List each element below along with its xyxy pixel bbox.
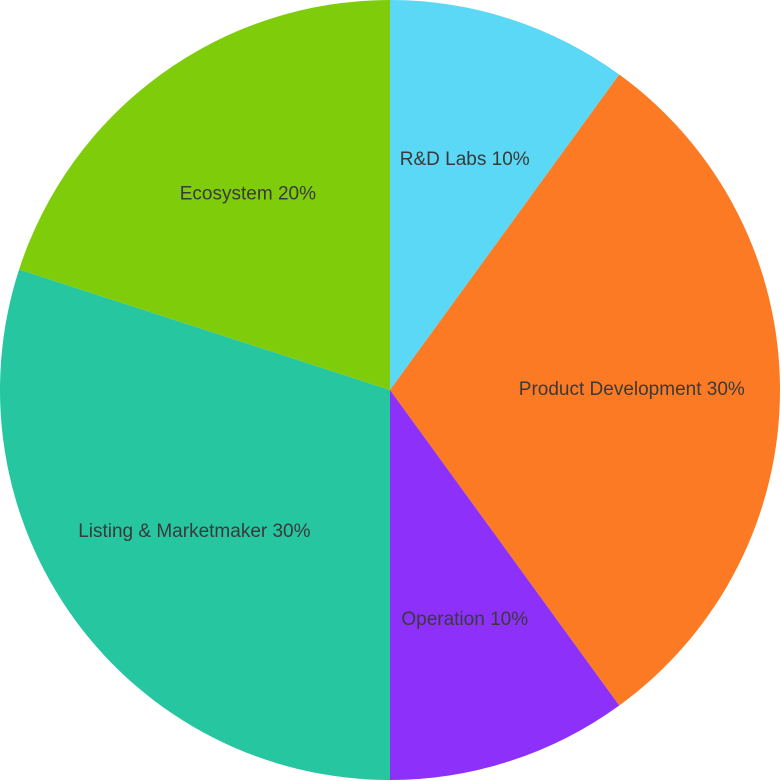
pie-slice <box>19 0 391 390</box>
pie-slice <box>390 74 780 706</box>
slice-label: Operation 10% <box>401 609 528 630</box>
pie-slice <box>390 0 620 390</box>
pie-slice <box>390 390 620 780</box>
slice-label: R&D Labs 10% <box>400 149 530 170</box>
slice-label: Ecosystem 20% <box>180 183 316 204</box>
slice-label: Product Development 30% <box>519 379 745 400</box>
slice-label: Listing & Marketmaker 30% <box>78 521 310 542</box>
pie-slice <box>0 269 390 780</box>
